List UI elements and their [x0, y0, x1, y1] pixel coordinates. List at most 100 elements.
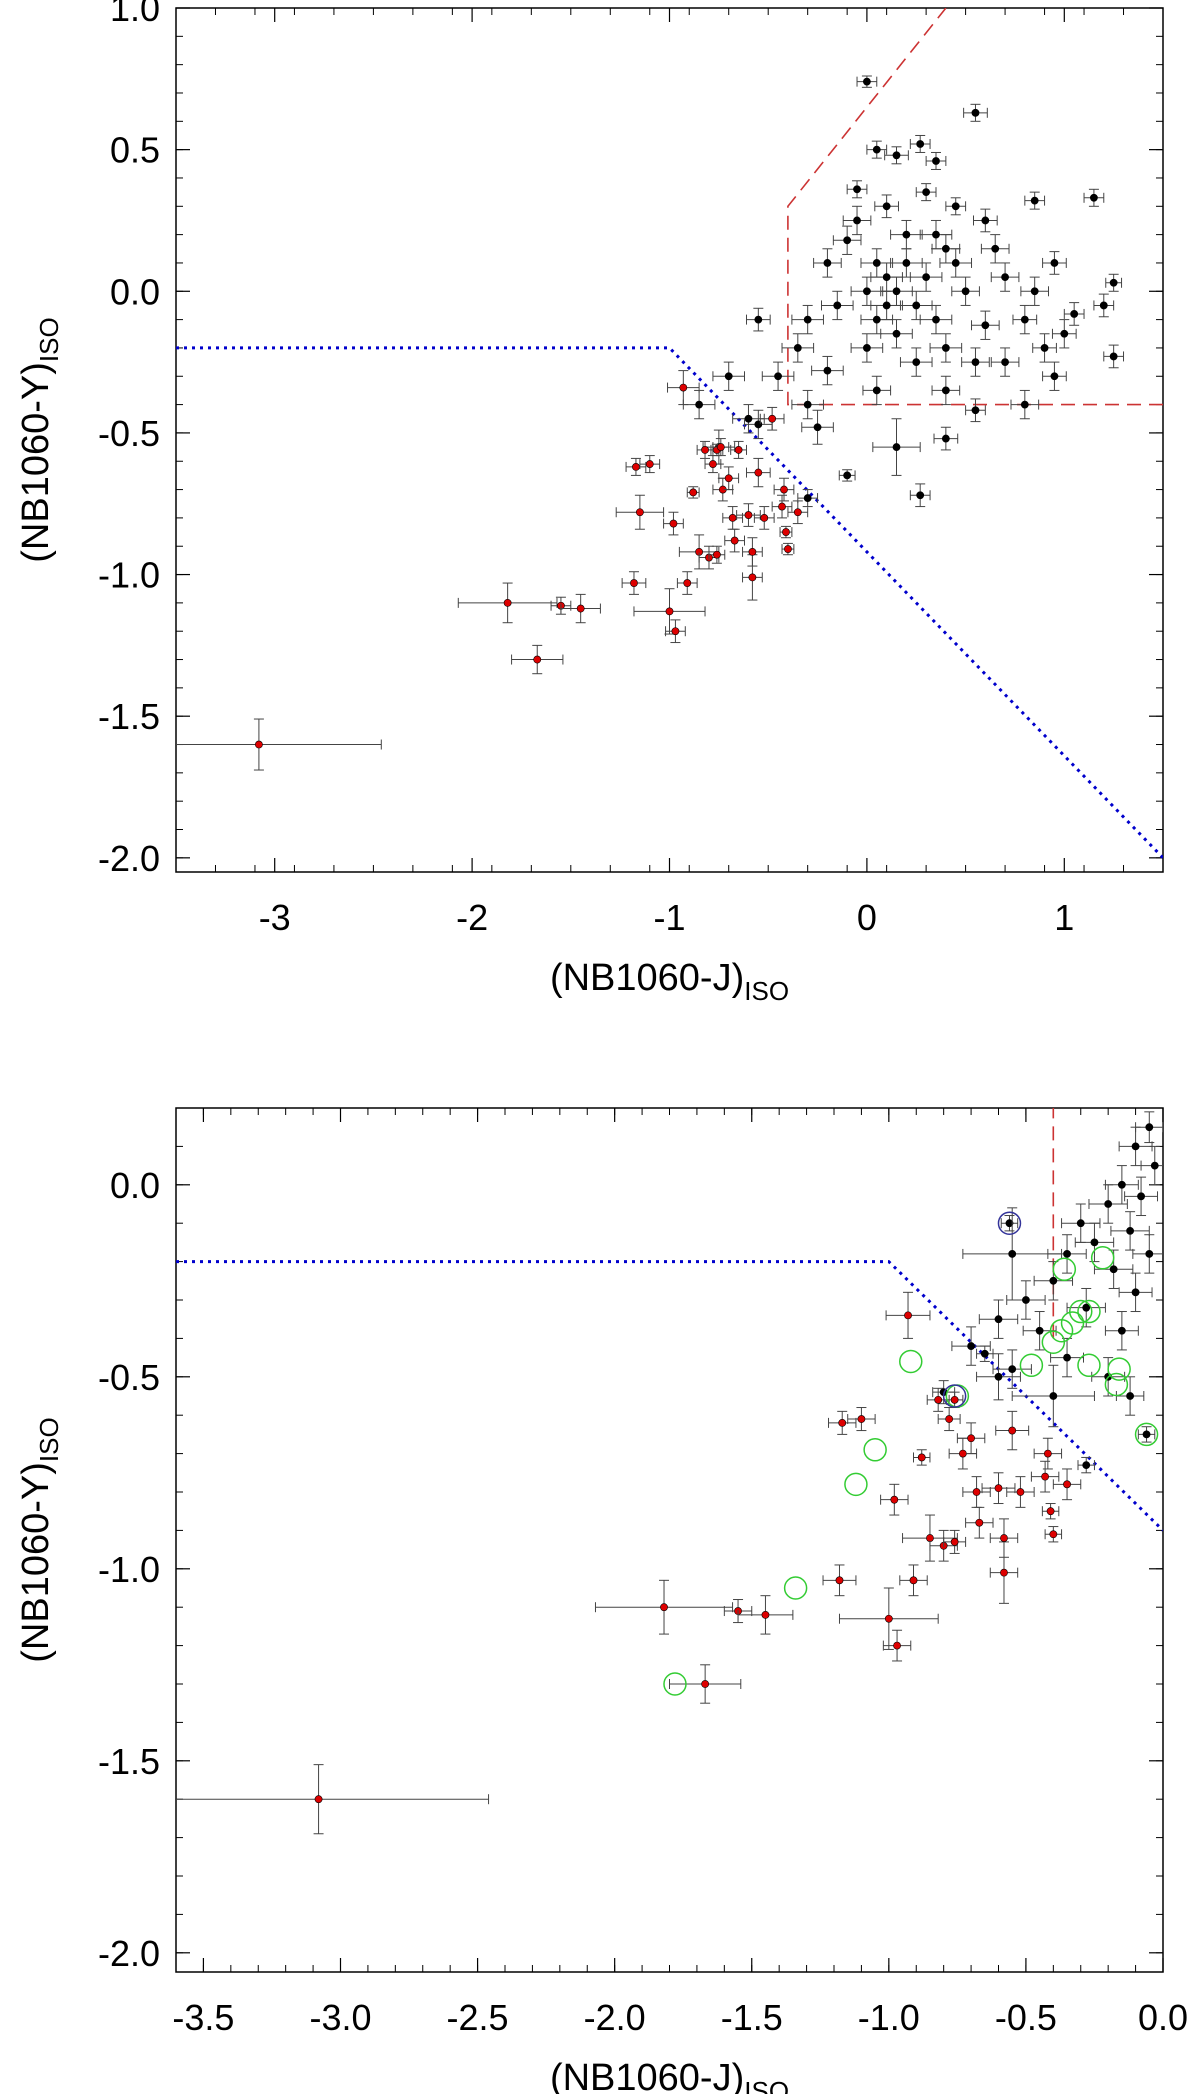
y-tick-label: 0.5 — [110, 130, 160, 171]
black-data-point — [1117, 1180, 1126, 1189]
black-data-point — [912, 301, 921, 310]
top-scatter-panel: -3 -2 -1 0 1 1.0 0.5 0.0 -0.5 -1.0 -1.5 -2.0 (NB1060… — [15, 0, 1164, 1006]
red-data-point — [1041, 1472, 1050, 1481]
black-data-point — [882, 301, 891, 310]
red-data-point — [632, 463, 640, 471]
black-data-point — [1050, 259, 1059, 267]
red-data-point — [712, 550, 721, 559]
black-data-point — [1099, 301, 1108, 310]
black-data-point — [1109, 278, 1118, 287]
black-data-point — [863, 287, 871, 296]
black-data-point — [872, 315, 881, 324]
red-data-point — [503, 598, 512, 607]
red-data-point — [576, 604, 585, 613]
red-data-point — [665, 607, 674, 616]
x-tick-label: -1 — [653, 897, 685, 938]
highlight-circle-marker — [899, 1349, 923, 1374]
black-data-point — [971, 358, 980, 366]
x-tick-label: -2.5 — [447, 1997, 509, 2038]
black-data-point — [971, 406, 980, 415]
black-data-point — [744, 414, 753, 423]
black-data-point — [1137, 1192, 1145, 1201]
black-data-point — [1035, 1326, 1044, 1335]
x-axis-label-main: (NB1060-J) — [550, 957, 744, 999]
red-data-point — [701, 1680, 710, 1688]
black-data-point — [843, 471, 852, 480]
black-data-point — [1076, 1219, 1085, 1228]
red-data-point — [669, 519, 678, 528]
highlight-circle-marker — [663, 1672, 687, 1696]
black-data-point — [1030, 196, 1039, 205]
black-data-point — [872, 259, 881, 267]
red-data-point — [255, 740, 263, 749]
selection-line-dotted — [176, 1260, 1163, 1532]
red-data-point — [784, 545, 792, 553]
red-data-point — [934, 1395, 943, 1404]
highlight-circle-marker — [1049, 1318, 1074, 1343]
black-data-point — [892, 287, 901, 296]
black-data-point — [882, 202, 891, 211]
highlight-circle-marker — [1077, 1353, 1101, 1378]
bottom-scatter-panel: -3.5 -3.0 -2.5 -2.0 -1.5 -1.0 -0.5 0.0 0.0 -0.5 -1… — [15, 1107, 1188, 2094]
red-data-point — [671, 627, 680, 636]
black-data-point — [863, 77, 871, 86]
black-data-point — [961, 287, 970, 296]
black-data-point — [823, 366, 832, 375]
highlight-circle-marker — [1069, 1299, 1093, 1324]
black-data-point — [1070, 310, 1079, 318]
black-data-point — [951, 259, 960, 267]
red-data-point — [761, 1610, 770, 1619]
black-data-point — [1001, 273, 1009, 282]
black-data-point — [724, 372, 733, 381]
black-data-point — [1126, 1392, 1134, 1400]
x-tick-label: -2.0 — [584, 1997, 646, 2038]
plot-area — [176, 1108, 1163, 1835]
black-data-point — [1117, 1326, 1126, 1335]
red-data-point — [782, 528, 790, 536]
x-tick-label: -3.5 — [172, 1997, 234, 2038]
black-data-point — [793, 344, 802, 352]
black-data-point — [1082, 1461, 1091, 1470]
red-data-point — [780, 485, 788, 494]
red-data-point — [701, 446, 709, 454]
red-data-point — [760, 514, 769, 522]
red-data-point — [950, 1395, 959, 1404]
plot-area — [176, 8, 1163, 859]
red-data-point — [635, 508, 644, 517]
highlight-circle-marker — [1107, 1357, 1131, 1381]
black-data-point — [1063, 1250, 1071, 1258]
highlight-circle-marker — [942, 1384, 967, 1408]
x-axis-label-sub: ISO — [744, 2076, 789, 2094]
x-axis-label: (NB1060-J)ISO — [550, 2057, 789, 2094]
red-data-point — [972, 1488, 981, 1496]
black-data-point — [941, 434, 950, 443]
red-data-point — [958, 1449, 967, 1458]
black-data-point — [902, 230, 911, 239]
red-data-point — [926, 1534, 934, 1542]
black-data-point — [1049, 1276, 1058, 1285]
red-data-point — [1063, 1480, 1071, 1489]
highlight-circle-marker — [997, 1211, 1022, 1235]
x-tick-label: -3.0 — [309, 1997, 371, 2038]
black-data-point — [1145, 1250, 1154, 1258]
red-data-point — [917, 1453, 926, 1462]
black-data-point — [882, 273, 891, 282]
y-axis-label: (NB1060-Y)ISO — [15, 317, 64, 562]
red-data-point — [1016, 1488, 1025, 1496]
black-data-point — [1005, 1219, 1014, 1228]
red-data-point — [967, 1434, 975, 1443]
black-data-point — [1008, 1365, 1017, 1374]
red-data-point — [660, 1603, 668, 1612]
red-data-point — [1000, 1534, 1008, 1542]
x-axis-label-main: (NB1060-J) — [550, 2057, 744, 2094]
red-data-point — [909, 1576, 918, 1585]
red-data-point — [904, 1311, 912, 1320]
red-data-point — [744, 511, 753, 519]
black-data-point — [1008, 1250, 1017, 1258]
x-tick-label: -0.5 — [995, 1997, 1057, 2038]
black-data-point — [1082, 1303, 1091, 1312]
red-data-point — [1043, 1449, 1052, 1458]
black-data-point — [863, 344, 871, 352]
black-data-point — [916, 140, 925, 148]
black-data-point — [916, 491, 925, 500]
